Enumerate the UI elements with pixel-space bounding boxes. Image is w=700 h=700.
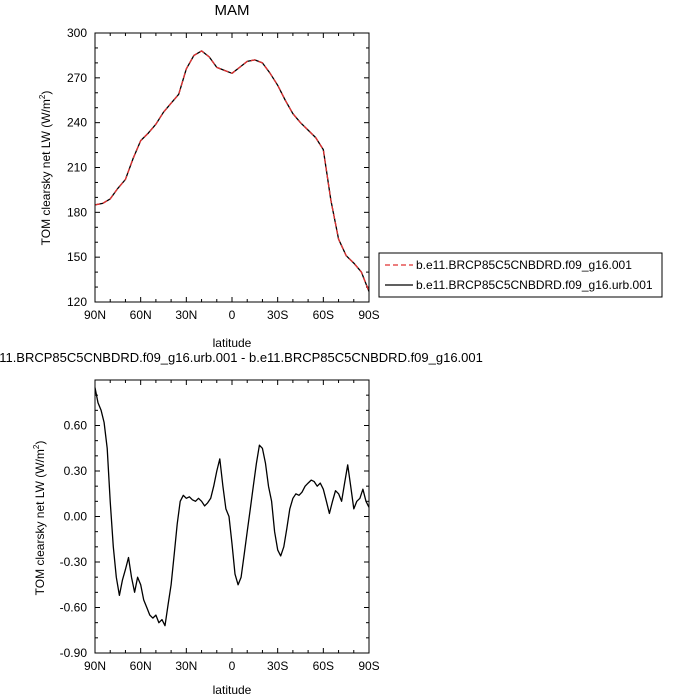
bottom-chart-title: b.e11.BRCP85C5CNBDRD.f09_g16.urb.001 - b…: [0, 350, 483, 365]
bottom-chart-ytick-label: -0.60: [60, 601, 88, 615]
top-chart-xtick-label: 60N: [130, 308, 152, 322]
top-chart-xlabel: latitude: [213, 336, 252, 350]
legend-label: b.e11.BRCP85C5CNBDRD.f09_g16.001: [416, 258, 632, 272]
top-chart-ytick-label: 300: [67, 26, 87, 40]
bottom-chart-ytick-label: -0.30: [60, 555, 88, 569]
top-chart: MAM latitude TOM clearsky net LW (W/m2) …: [38, 2, 380, 350]
top-chart-ytick-label: 120: [67, 295, 87, 309]
top-chart-axes: 90N 60N 30N 0 30S 60S 90S 120 150 180 210 240 270 300: [67, 26, 380, 322]
top-chart-xtick-label: 30N: [175, 308, 197, 322]
top-chart-series-line: [94, 50, 370, 292]
legend-label: b.e11.BRCP85C5CNBDRD.f09_g16.urb.001: [416, 278, 653, 292]
bottom-chart-xtick-label: 0: [229, 659, 236, 673]
bottom-chart-lines: [94, 387, 370, 627]
top-chart-ytick-label: 240: [67, 116, 87, 130]
bottom-chart-xtick-label: 60N: [130, 659, 152, 673]
bottom-chart-xtick-label: 60S: [313, 659, 334, 673]
bottom-chart-series-line: [94, 387, 370, 627]
top-chart-ylabel: TOM clearsky net LW (W/m2): [38, 91, 53, 246]
bottom-chart-xtick-label: 90N: [84, 659, 106, 673]
bottom-chart-frame: [94, 379, 370, 654]
bottom-chart-xtick-label: 30N: [175, 659, 197, 673]
top-chart-xtick-label: 60S: [313, 308, 334, 322]
top-chart-ytick-label: 180: [67, 205, 87, 219]
bottom-chart-ytick-label: 0.00: [64, 510, 88, 524]
legend-box: [378, 252, 663, 298]
top-chart-ytick-label: 270: [67, 71, 87, 85]
bottom-chart-ytick-label: -0.90: [60, 646, 88, 660]
legend: b.e11.BRCP85C5CNBDRD.f09_g16.001 b.e11.B…: [378, 252, 663, 298]
top-chart-xtick-label: 0: [229, 308, 236, 322]
bottom-chart-ytick-label: 0.30: [64, 464, 88, 478]
top-chart-xtick-label: 90S: [358, 308, 379, 322]
top-chart-xtick-label: 90N: [84, 308, 106, 322]
top-chart-frame: [94, 32, 370, 303]
top-chart-series-line: [94, 50, 370, 292]
bottom-chart-xtick-label: 30S: [267, 659, 288, 673]
top-chart-ytick-label: 150: [67, 250, 87, 264]
top-chart-xtick-label: 30S: [267, 308, 288, 322]
bottom-chart-xlabel: latitude: [213, 683, 252, 697]
top-chart-title: MAM: [215, 2, 250, 19]
bottom-chart: b.e11.BRCP85C5CNBDRD.f09_g16.urb.001 - b…: [0, 350, 483, 697]
top-chart-ytick-label: 210: [67, 161, 87, 175]
top-chart-lines: [94, 50, 370, 292]
bottom-chart-axes: 90N 60N 30N 0 30S 60S 90S -0.90 -0.60 -0.30 0.00 0.…: [60, 380, 380, 673]
bottom-chart-ylabel: TOM clearsky net LW (W/m2): [32, 441, 47, 596]
bottom-chart-ytick-label: 0.60: [64, 419, 88, 433]
bottom-chart-xtick-label: 90S: [358, 659, 379, 673]
